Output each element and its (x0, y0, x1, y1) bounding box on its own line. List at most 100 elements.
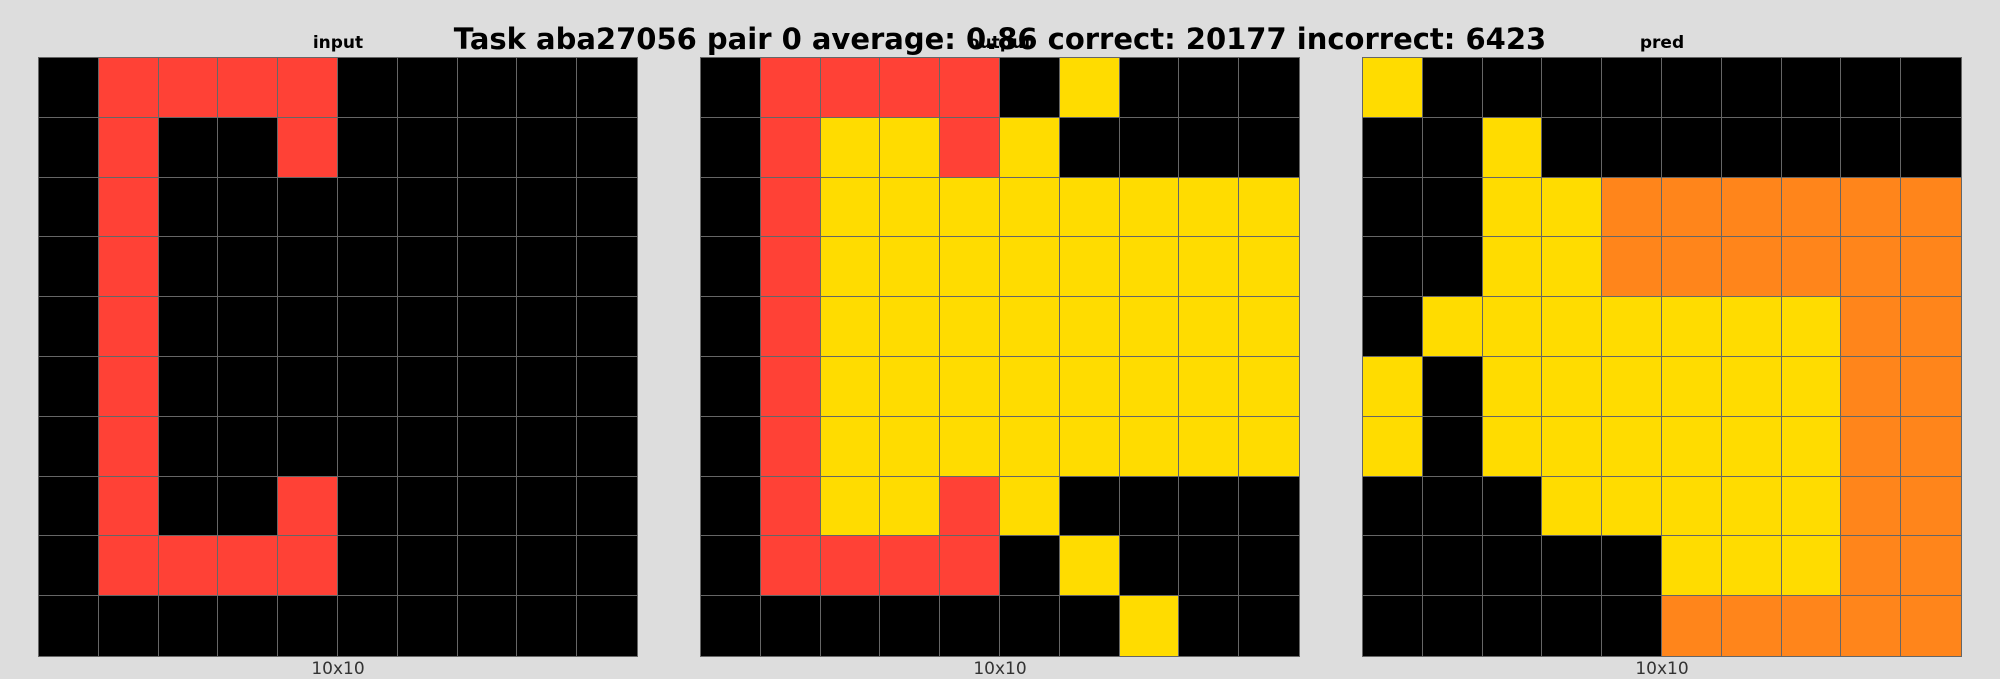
grid-cell (218, 237, 279, 298)
grid-cell (1363, 536, 1423, 597)
grid-cell (1841, 536, 1902, 597)
grid-cell (1542, 476, 1603, 537)
grid-cell (940, 596, 1000, 656)
grid-cell (1059, 117, 1120, 178)
grid-cell (1901, 536, 1961, 597)
grid-cell (1179, 596, 1240, 656)
grid-cell (1422, 58, 1483, 118)
grid-cell (1422, 476, 1483, 537)
grid-cell (820, 58, 881, 118)
grid-cell (1661, 476, 1722, 537)
grid-cell (760, 177, 821, 238)
grid-cell (1841, 297, 1902, 357)
grid-cell (577, 177, 637, 238)
grid-cell (999, 536, 1060, 597)
grid-cell (1781, 297, 1842, 357)
grid-cell (701, 416, 761, 477)
grid-cell (1901, 177, 1961, 238)
grid-cell (1721, 58, 1782, 118)
grid-cell (577, 476, 637, 537)
grid-cell (1602, 297, 1662, 357)
grid-cell (940, 237, 1000, 298)
grid-cell (39, 476, 99, 537)
grid-cell (158, 117, 219, 178)
grid-cell (1602, 596, 1662, 656)
grid-cell (278, 117, 338, 178)
grid-cell (1363, 356, 1423, 417)
grid-cell (39, 356, 99, 417)
grid-cell (760, 356, 821, 417)
grid-cell (337, 117, 398, 178)
grid-cell (517, 117, 578, 178)
grid-cell (397, 177, 458, 238)
grid-cell (940, 476, 1000, 537)
grid-cell (701, 297, 761, 357)
grid-output (700, 57, 1300, 657)
grid-cell (1179, 117, 1240, 178)
grid-cell (1239, 476, 1299, 537)
grid-cell (999, 356, 1060, 417)
grid-cell (1841, 356, 1902, 417)
grid-cell (1781, 536, 1842, 597)
grid-cell (577, 596, 637, 656)
grid-cell (577, 536, 637, 597)
grid-cell (820, 596, 881, 656)
grid-cell (760, 297, 821, 357)
grid-cell (1422, 596, 1483, 656)
grid-cell (1542, 237, 1603, 298)
grid-cell (577, 297, 637, 357)
grid-cell (158, 297, 219, 357)
grid-cell (701, 117, 761, 178)
grid-cell (577, 58, 637, 118)
grid-cell (98, 356, 159, 417)
grid-cell (1781, 177, 1842, 238)
grid-cell (1661, 536, 1722, 597)
grid-cell (158, 177, 219, 238)
grid-cell (337, 596, 398, 656)
grid-cell (1602, 416, 1662, 477)
grid-cell (1119, 117, 1180, 178)
grid-cell (397, 58, 458, 118)
panel-output: output 10x10 (700, 33, 1300, 679)
grid-cell (158, 476, 219, 537)
grid-cell (760, 596, 821, 656)
grid-cell (1239, 596, 1299, 656)
grid-cell (1781, 476, 1842, 537)
grid-cell (1721, 177, 1782, 238)
grid-cell (999, 297, 1060, 357)
grid-cell (1059, 536, 1120, 597)
grid-cell (39, 117, 99, 178)
grid-cell (880, 476, 941, 537)
grid-cell (1841, 237, 1902, 298)
grid-cell (1602, 536, 1662, 597)
grid-cell (98, 237, 159, 298)
grid-cell (820, 356, 881, 417)
grid-cell (457, 177, 518, 238)
grid-cell (1661, 117, 1722, 178)
grid-cell (1179, 476, 1240, 537)
grid-cell (880, 297, 941, 357)
grid-cell (880, 536, 941, 597)
grid-cell (1661, 237, 1722, 298)
grid-cell (1059, 476, 1120, 537)
grid-cell (1363, 58, 1423, 118)
grid-cell (1602, 58, 1662, 118)
grid-cell (1602, 476, 1662, 537)
grid-cell (999, 237, 1060, 298)
grid-cell (39, 237, 99, 298)
grid-cell (1781, 596, 1842, 656)
grid-cell (1119, 416, 1180, 477)
grid-cell (1059, 356, 1120, 417)
grid-cell (278, 237, 338, 298)
grid-cell (1661, 596, 1722, 656)
grid-cell (1059, 58, 1120, 118)
grid-cell (98, 536, 159, 597)
grid-cell (158, 536, 219, 597)
grid-cell (457, 117, 518, 178)
grid-cell (1422, 536, 1483, 597)
grid-cell (1901, 356, 1961, 417)
grid-cell (457, 58, 518, 118)
grid-cell (1901, 416, 1961, 477)
grid-cell (1482, 596, 1543, 656)
grid-cell (1542, 117, 1603, 178)
